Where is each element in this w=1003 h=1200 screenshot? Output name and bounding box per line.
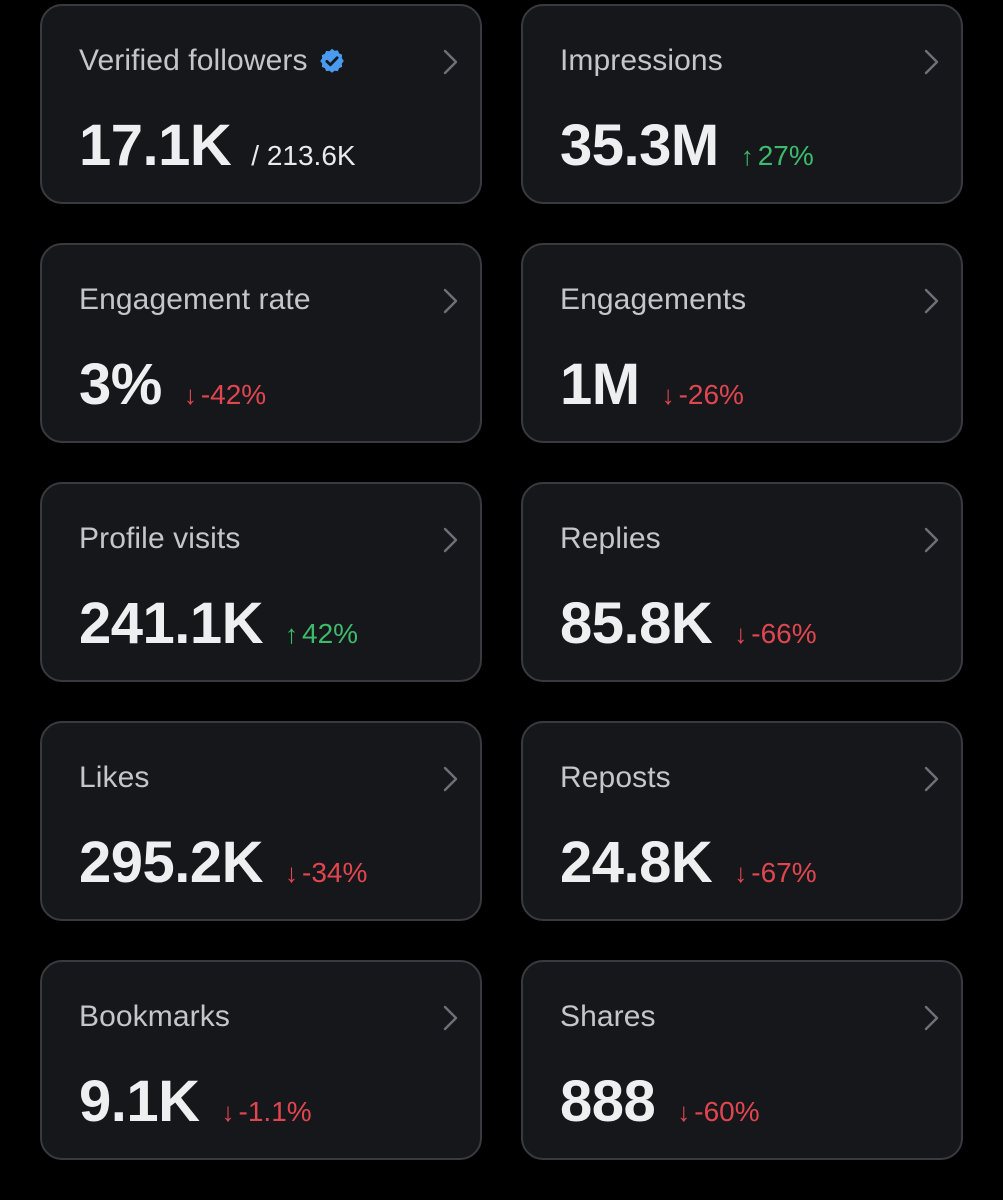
chevron-right-icon[interactable] <box>923 48 941 76</box>
metric-value: 17.1K <box>79 113 232 178</box>
metric-delta-value: -34% <box>302 857 368 888</box>
metric-title: Reposts <box>560 761 671 795</box>
metric-value: 295.2K <box>79 830 264 895</box>
metric-value-row: 295.2K ↓ -34% <box>79 829 367 896</box>
metric-delta: ↓ -1.1% <box>222 1096 312 1128</box>
metric-delta: ↓ -34% <box>285 857 367 889</box>
metric-title: Impressions <box>560 44 723 78</box>
metric-delta-value: 27% <box>757 140 814 171</box>
metric-value: 9.1K <box>79 1069 200 1134</box>
metric-value-row: 17.1K / 213.6K <box>79 112 356 179</box>
metric-value-row: 24.8K ↓ -67% <box>560 829 817 896</box>
metric-card-verified-followers[interactable]: Verified followers 17.1K / 213.6K <box>40 4 482 204</box>
metric-title: Profile visits <box>79 522 240 556</box>
metric-title: Engagement rate <box>79 283 311 317</box>
metric-delta-value: -67% <box>751 857 817 888</box>
metric-value-row: 3% ↓ -42% <box>79 351 266 418</box>
metric-delta: ↑ 27% <box>741 140 814 172</box>
chevron-right-icon[interactable] <box>923 1004 941 1032</box>
metric-card-engagement-rate[interactable]: Engagement rate 3% ↓ -42% <box>40 243 482 443</box>
metric-value: 241.1K <box>79 591 264 656</box>
metrics-grid: Verified followers 17.1K / 213.6K Impres… <box>40 4 963 1160</box>
metric-value: 24.8K <box>560 830 713 895</box>
metric-title-text: Impressions <box>560 44 723 77</box>
chevron-right-icon[interactable] <box>442 765 460 793</box>
metric-value-row: 1M ↓ -26% <box>560 351 744 418</box>
metric-delta: ↓ -66% <box>734 618 816 650</box>
metric-total: / 213.6K <box>251 140 356 171</box>
metric-card-engagements[interactable]: Engagements 1M ↓ -26% <box>521 243 963 443</box>
metric-title-text: Replies <box>560 522 661 555</box>
metric-card-impressions[interactable]: Impressions 35.3M ↑ 27% <box>521 4 963 204</box>
arrow-down-icon: ↓ <box>734 619 748 649</box>
metric-title: Verified followers <box>79 44 346 78</box>
metric-card-shares[interactable]: Shares 888 ↓ -60% <box>521 960 963 1160</box>
metric-title: Engagements <box>560 283 746 317</box>
metric-delta-value: 42% <box>302 618 359 649</box>
arrow-down-icon: ↓ <box>221 1097 235 1127</box>
metric-title-text: Likes <box>79 761 150 794</box>
metric-value: 888 <box>560 1069 656 1134</box>
metric-delta: ↓ -67% <box>734 857 816 889</box>
metric-card-reposts[interactable]: Reposts 24.8K ↓ -67% <box>521 721 963 921</box>
metric-delta-value: -1.1% <box>238 1096 312 1127</box>
verified-badge-icon <box>319 48 344 73</box>
arrow-down-icon: ↓ <box>183 380 197 410</box>
metric-delta-value: -26% <box>678 379 744 410</box>
chevron-right-icon[interactable] <box>923 287 941 315</box>
metric-title-text: Profile visits <box>79 522 241 555</box>
metric-delta: ↑ 42% <box>285 618 358 650</box>
chevron-right-icon[interactable] <box>442 287 460 315</box>
metric-title-text: Engagements <box>560 283 747 316</box>
metric-value-row: 241.1K ↑ 42% <box>79 590 358 657</box>
metric-title-text: Verified followers <box>79 44 308 77</box>
arrow-down-icon: ↓ <box>677 1097 691 1127</box>
metric-value: 3% <box>79 352 162 417</box>
metric-title: Bookmarks <box>79 1000 230 1034</box>
chevron-right-icon[interactable] <box>442 48 460 76</box>
metric-title: Likes <box>79 761 150 795</box>
chevron-right-icon[interactable] <box>923 765 941 793</box>
arrow-down-icon: ↓ <box>661 380 675 410</box>
metric-value-row: 35.3M ↑ 27% <box>560 112 814 179</box>
arrow-up-icon: ↑ <box>740 141 754 171</box>
metric-delta: ↓ -42% <box>184 379 266 411</box>
metric-card-likes[interactable]: Likes 295.2K ↓ -34% <box>40 721 482 921</box>
metric-value-row: 85.8K ↓ -66% <box>560 590 817 657</box>
metric-title: Replies <box>560 522 661 556</box>
metric-title-text: Shares <box>560 1000 656 1033</box>
metric-delta: ↓ -26% <box>662 379 744 411</box>
metric-value: 85.8K <box>560 591 713 656</box>
metric-card-profile-visits[interactable]: Profile visits 241.1K ↑ 42% <box>40 482 482 682</box>
metric-value-row: 888 ↓ -60% <box>560 1068 760 1135</box>
metric-card-bookmarks[interactable]: Bookmarks 9.1K ↓ -1.1% <box>40 960 482 1160</box>
chevron-right-icon[interactable] <box>923 526 941 554</box>
metric-title-text: Reposts <box>560 761 671 794</box>
arrow-up-icon: ↑ <box>285 619 299 649</box>
metric-title: Shares <box>560 1000 656 1034</box>
metric-value: 1M <box>560 352 640 417</box>
metric-card-replies[interactable]: Replies 85.8K ↓ -66% <box>521 482 963 682</box>
arrow-down-icon: ↓ <box>734 858 748 888</box>
metric-delta-value: -60% <box>694 1096 760 1127</box>
chevron-right-icon[interactable] <box>442 526 460 554</box>
chevron-right-icon[interactable] <box>442 1004 460 1032</box>
metric-delta: ↓ -60% <box>677 1096 759 1128</box>
metric-title-text: Bookmarks <box>79 1000 230 1033</box>
metric-value: 35.3M <box>560 113 719 178</box>
arrow-down-icon: ↓ <box>285 858 299 888</box>
metric-title-text: Engagement rate <box>79 283 311 316</box>
metric-delta-value: -42% <box>200 379 267 410</box>
metric-delta-value: -66% <box>751 618 817 649</box>
metric-value-row: 9.1K ↓ -1.1% <box>79 1068 312 1135</box>
